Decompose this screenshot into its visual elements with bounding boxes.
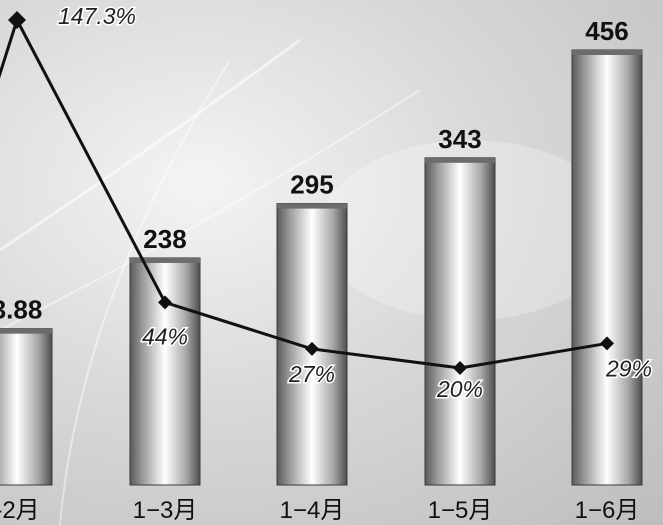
- line-value-label: 27%: [288, 361, 335, 387]
- bar: [0, 328, 53, 486]
- bar-cap: [572, 50, 642, 55]
- line-value-label: 29%: [605, 355, 652, 381]
- bar: [129, 257, 201, 486]
- category-label: 1−6月: [575, 497, 640, 524]
- bar: [571, 49, 643, 486]
- category-label: 1−3月: [133, 497, 198, 524]
- bar-value-label: 343: [438, 124, 481, 154]
- category-label: 1−4月: [280, 497, 345, 524]
- growth-line: [0, 18, 608, 370]
- bar-cap: [425, 157, 495, 163]
- bar-value-label: 3.88: [0, 295, 42, 325]
- line-value-label: 44%: [142, 323, 188, 349]
- bar-value-label: 238: [143, 224, 186, 254]
- bar-cap: [0, 328, 52, 334]
- line-layer: [0, 11, 614, 376]
- line-point: [8, 11, 26, 29]
- line-point: [305, 341, 319, 356]
- line-point: [158, 295, 172, 310]
- line-value-label: 20%: [436, 376, 483, 402]
- bar-cap: [277, 203, 347, 209]
- bar-value-label: 456: [585, 16, 628, 46]
- line-value-label: 147.3%: [58, 3, 136, 29]
- bar-value-label: 295: [290, 170, 333, 200]
- line-point: [600, 336, 614, 351]
- category-label: 1−5月: [428, 497, 493, 524]
- category-label: -2月: [0, 497, 40, 524]
- bar: [424, 157, 496, 486]
- line-point: [453, 361, 467, 376]
- bar-cap: [130, 257, 200, 263]
